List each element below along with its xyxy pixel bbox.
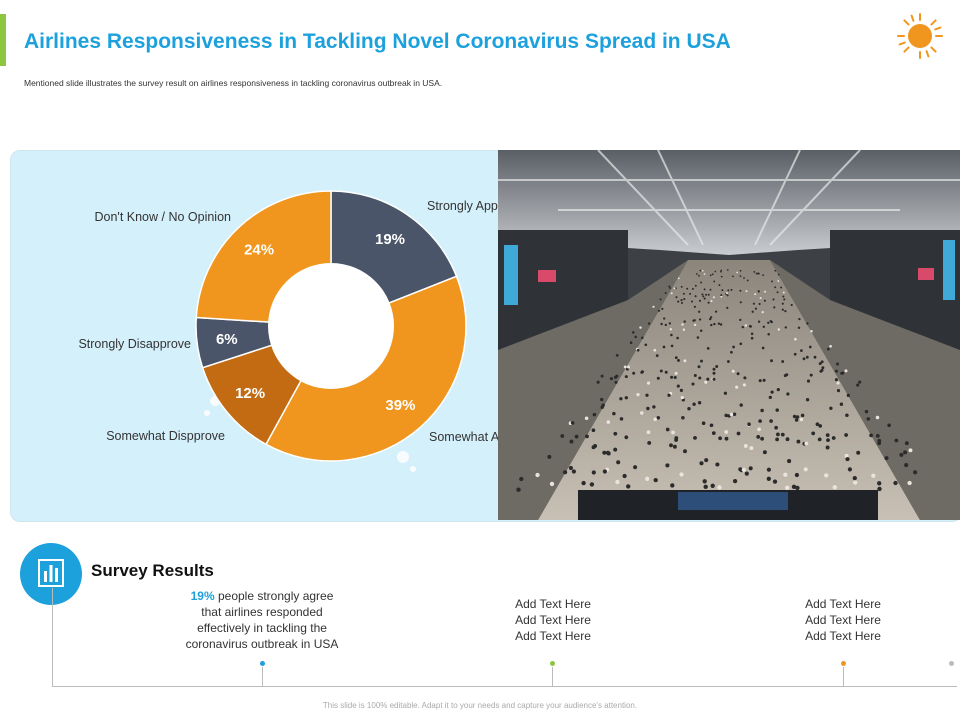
donut-category-labels: Strongly Approve Somewhat Approve Somewhat…: [78, 199, 511, 444]
donut-category-label: Don't Know / No Opinion: [95, 210, 232, 224]
donut-value-label: 12%: [235, 385, 265, 402]
bar-chart-icon: [38, 559, 64, 587]
timeline-dot-2: [550, 661, 555, 666]
timeline-dot-3: [841, 661, 846, 666]
survey-col3-line2: Add Text Here: [805, 613, 881, 627]
survey-col1-line1: people strongly agree: [217, 589, 334, 603]
donut-category-label: Strongly Approve: [427, 199, 511, 213]
page-title: Airlines Responsiveness in Tackling Nove…: [24, 30, 731, 53]
donut-category-label: Somewhat Approve: [429, 430, 511, 444]
survey-col1-line2: that airlines responded: [201, 605, 323, 619]
title-accent-bar: [0, 14, 6, 66]
survey-icon-circle: [20, 543, 82, 605]
survey-col2-line1: Add Text Here: [515, 597, 591, 611]
donut-value-labels: 19% 39% 12% 6% 24%: [216, 231, 415, 414]
survey-highlight-value: 19%: [190, 589, 215, 603]
survey-col2-line2: Add Text Here: [515, 613, 591, 627]
donut-category-label: Strongly Disapprove: [78, 337, 191, 351]
timeline-dot-end: [949, 661, 954, 666]
timeline-dot-1: [260, 661, 265, 666]
timeline-tick-3: [843, 667, 844, 687]
survey-column-2: Add Text Here Add Text Here Add Text Her…: [483, 596, 623, 644]
survey-col1-line4: coronavirus outbreak in USA: [185, 637, 339, 651]
sun-icon: [897, 13, 943, 59]
survey-col3-line1: Add Text Here: [805, 597, 881, 611]
survey-column-3: Add Text Here Add Text Here Add Text Her…: [773, 596, 913, 644]
survey-col2-line3: Add Text Here: [515, 629, 591, 643]
survey-col3-line3: Add Text Here: [805, 629, 881, 643]
survey-results-title: Survey Results: [91, 561, 214, 580]
timeline-frame: [52, 588, 957, 687]
donut-chart: 19% 39% 12% 6% 24% Strongly Approve Somewhat …: [78, 190, 511, 472]
page-subtitle: Mentioned slide illustrates the survey r…: [24, 78, 443, 88]
donut-hole: [268, 263, 394, 389]
donut-value-label: 6%: [216, 331, 238, 348]
airport-terminal-photo: [498, 150, 960, 520]
donut-value-label: 39%: [385, 397, 415, 414]
donut-value-label: 24%: [244, 241, 274, 258]
footer-note: This slide is 100% editable. Adapt it to…: [322, 701, 638, 710]
timeline-tick-2: [552, 667, 553, 687]
donut-value-label: 19%: [375, 231, 405, 248]
survey-column-1: 19% people strongly agree that airlines …: [162, 588, 362, 652]
timeline-tick-1: [262, 667, 263, 687]
survey-col1-line3: effectively in tackling the: [197, 621, 327, 635]
donut-category-label: Somewhat Dispprove: [106, 429, 225, 443]
